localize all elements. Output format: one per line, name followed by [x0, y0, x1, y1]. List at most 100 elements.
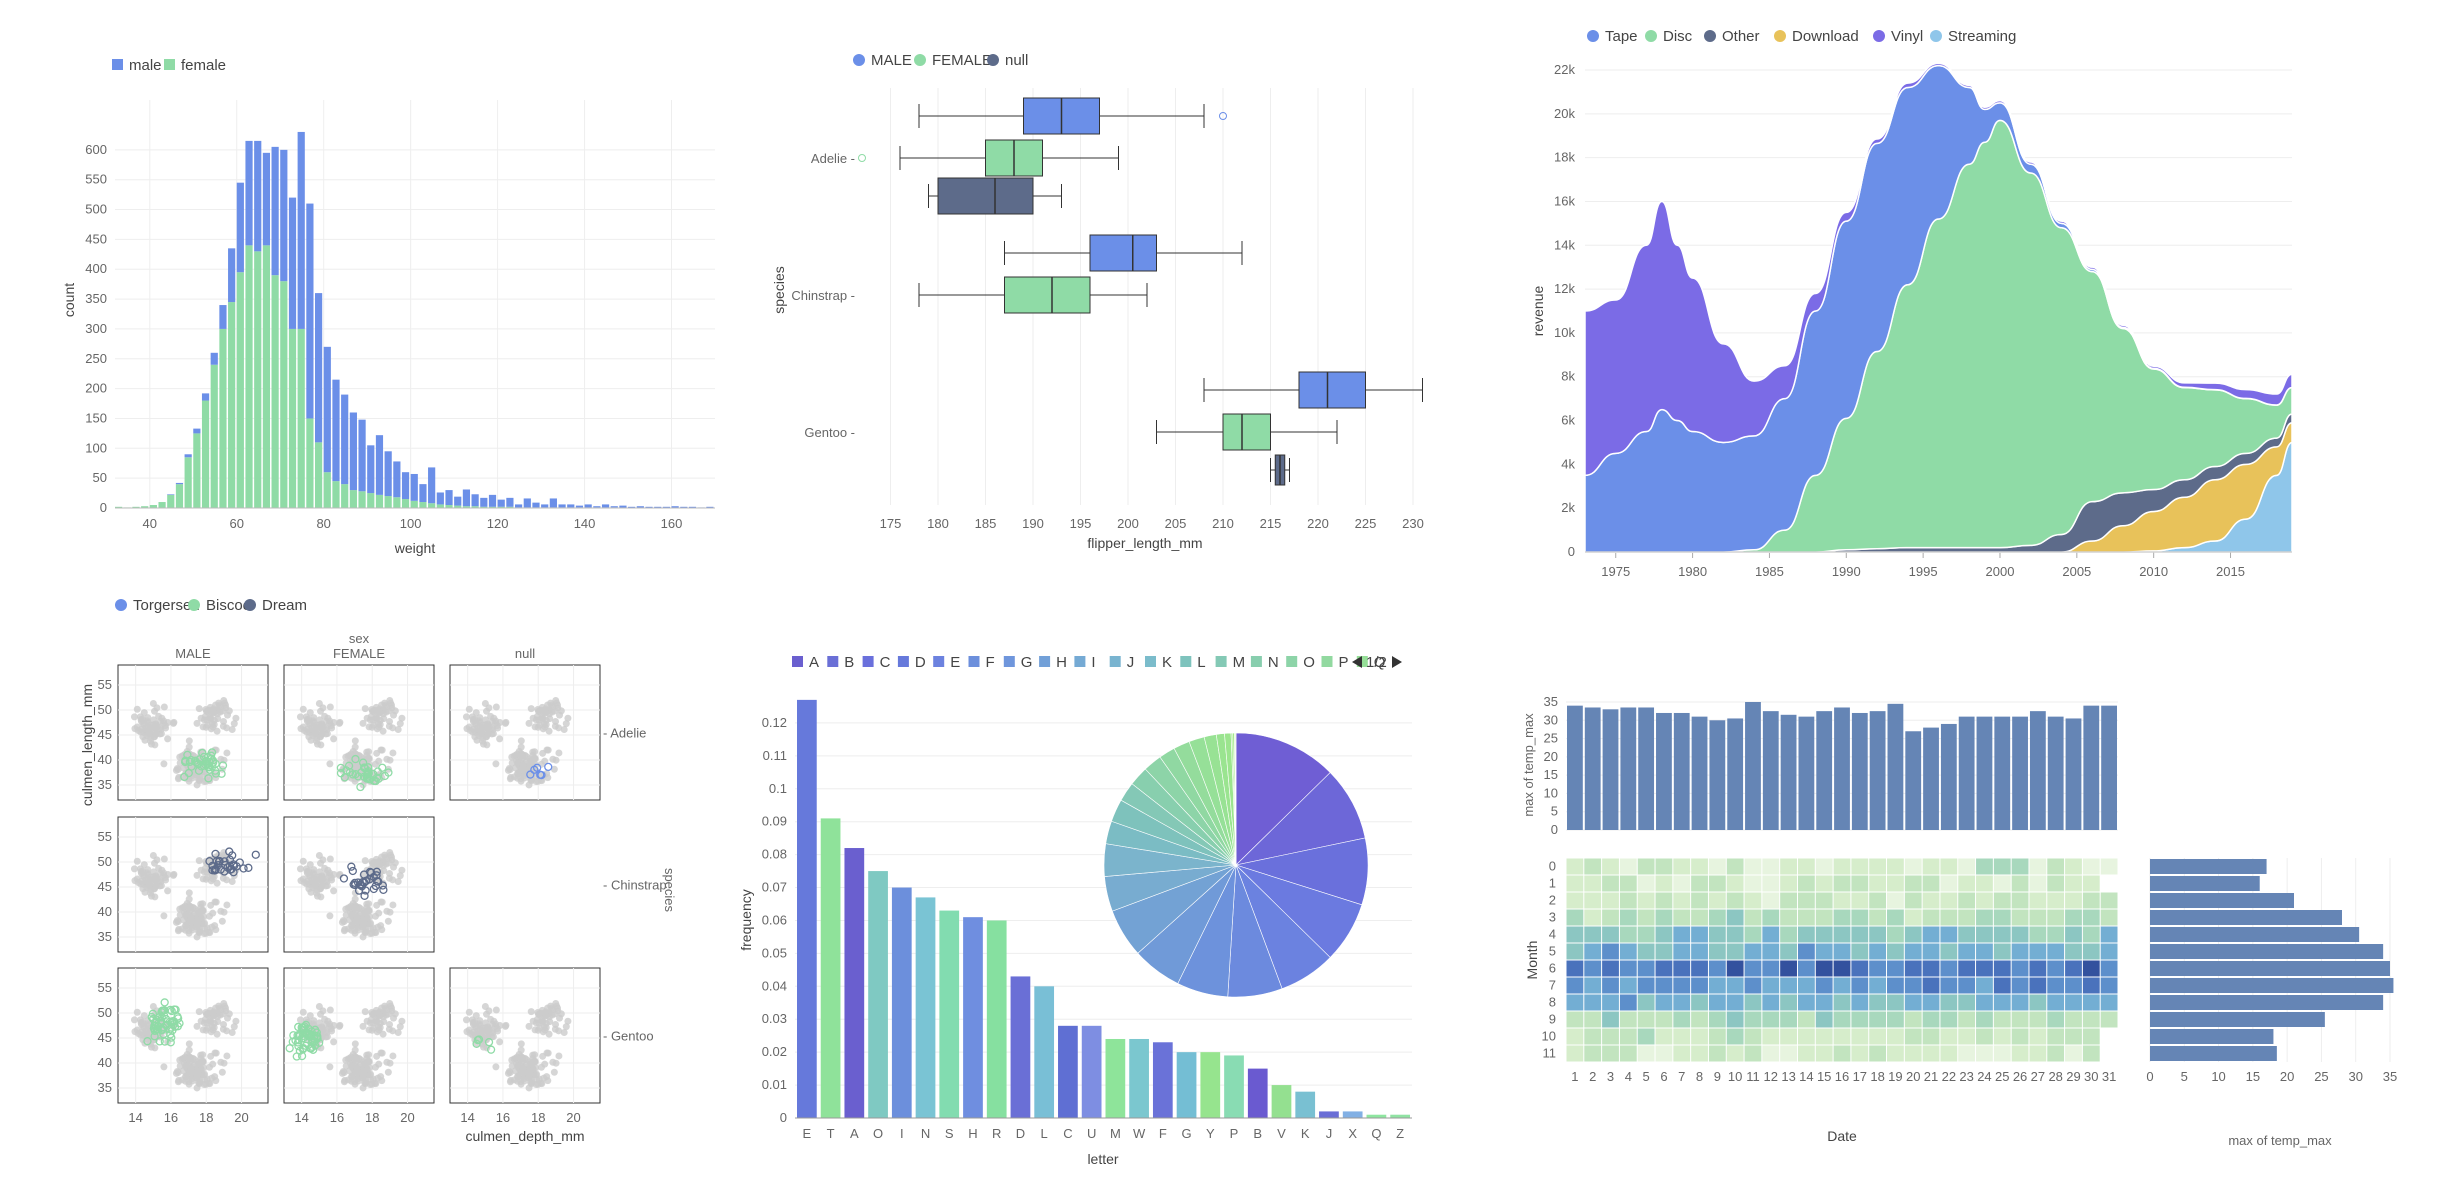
background-point: [544, 1077, 552, 1085]
background-point: [353, 906, 361, 914]
background-point: [144, 1026, 152, 1034]
background-point: [200, 778, 208, 786]
background-point: [502, 1021, 510, 1029]
background-point: [359, 915, 367, 923]
background-point: [356, 763, 364, 771]
background-point: [484, 730, 492, 738]
heat-cell: [1815, 1011, 1833, 1028]
heat-cell: [1976, 1011, 1993, 1028]
background-point: [367, 1070, 375, 1078]
background-point: [153, 704, 161, 712]
background-point: [347, 1053, 355, 1061]
background-point: [318, 720, 326, 728]
highlight-point: [214, 857, 224, 866]
background-point: [484, 1032, 492, 1040]
background-point: [169, 719, 177, 727]
background-point: [326, 1063, 334, 1071]
background-point: [358, 768, 366, 776]
background-point: [202, 707, 210, 715]
x-tick-label: 2005: [2062, 564, 2091, 579]
background-point: [209, 1026, 217, 1034]
background-point: [185, 737, 193, 745]
bar-male: [462, 489, 471, 507]
background-point: [351, 889, 359, 897]
background-point: [197, 903, 205, 911]
background-point: [534, 1010, 542, 1018]
background-point: [147, 883, 155, 891]
background-point: [490, 1017, 498, 1025]
background-point: [383, 1006, 391, 1014]
heat-cell: [1958, 1045, 1976, 1062]
heat-cell: [1584, 943, 1602, 960]
legend-d-swatch: [897, 656, 909, 667]
heat-cell: [1922, 977, 1940, 994]
background-point: [182, 926, 190, 934]
background-point: [150, 1036, 158, 1044]
pie-slice-m: [1120, 783, 1237, 866]
background-point: [323, 1033, 331, 1041]
background-point: [382, 701, 390, 709]
background-point: [517, 1062, 525, 1070]
background-point: [316, 1036, 324, 1044]
heat-cell: [1851, 909, 1869, 926]
background-point: [489, 730, 497, 738]
highlight-point: [384, 768, 393, 777]
highlight-point: [186, 755, 196, 765]
background-point: [514, 769, 522, 777]
background-point: [186, 752, 194, 760]
highlight-point: [358, 878, 367, 887]
heat-cell: [1619, 1045, 1637, 1062]
background-point: [303, 868, 311, 876]
background-point: [365, 755, 373, 763]
background-point: [379, 706, 387, 714]
background-point: [365, 875, 373, 883]
highlight-point: [297, 1023, 306, 1032]
background-point: [324, 1017, 332, 1025]
background-point: [531, 723, 539, 731]
background-point: [197, 748, 205, 756]
background-point: [206, 777, 214, 785]
background-point: [515, 1065, 523, 1073]
month-label: 2: [1549, 893, 1556, 908]
background-point: [506, 775, 514, 783]
background-point: [370, 721, 378, 729]
bar-male: [236, 182, 244, 273]
background-point: [213, 862, 221, 870]
background-point: [376, 873, 384, 881]
bar-male: [645, 506, 653, 508]
heat-cell: [2082, 994, 2100, 1011]
background-point: [211, 922, 219, 930]
background-point: [356, 1072, 364, 1080]
background-point: [316, 1024, 324, 1032]
background-point: [538, 714, 546, 722]
background-point: [511, 764, 519, 772]
background-point: [195, 773, 203, 781]
bar-d: [1010, 976, 1031, 1118]
background-point: [201, 1075, 209, 1083]
background-point: [193, 771, 201, 779]
highlight-point: [171, 1005, 180, 1014]
background-point: [152, 724, 160, 732]
y-tick-label: 450: [85, 231, 107, 246]
background-point: [160, 703, 168, 711]
y-tick-label: 0.01: [762, 1077, 787, 1092]
legend-torgersen-swatch: [115, 599, 127, 611]
background-point: [220, 999, 228, 1007]
background-point: [477, 730, 485, 738]
highlight-point: [168, 1026, 177, 1035]
background-point: [197, 1017, 205, 1025]
background-point: [178, 1076, 186, 1084]
heat-cell: [1940, 909, 1958, 926]
background-point: [311, 882, 319, 890]
legend-o-label: O: [1303, 654, 1315, 671]
background-point: [553, 1002, 561, 1010]
background-point: [479, 1043, 487, 1051]
background-point: [521, 751, 529, 759]
highlight-point: [151, 1021, 160, 1031]
legend-m-label: M: [1233, 654, 1246, 671]
top-bar: [1798, 716, 1815, 830]
highlight-point: [157, 1026, 166, 1035]
heat-cell: [2011, 1011, 2029, 1028]
top-bar: [1816, 711, 1833, 830]
